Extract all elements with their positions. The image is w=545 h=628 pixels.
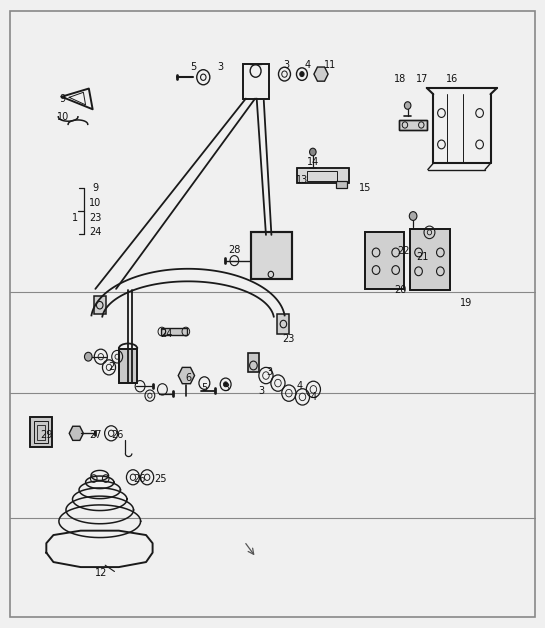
Text: 18: 18 — [395, 73, 407, 84]
Circle shape — [409, 212, 417, 220]
Bar — [30, 417, 52, 447]
Text: 24: 24 — [160, 329, 172, 339]
Bar — [399, 120, 427, 130]
Bar — [410, 229, 450, 290]
Bar — [277, 314, 289, 334]
Bar — [399, 120, 427, 130]
Text: 1: 1 — [72, 213, 78, 223]
Bar — [161, 328, 187, 335]
Text: 16: 16 — [446, 73, 458, 84]
Bar — [365, 232, 404, 289]
Text: 23: 23 — [89, 213, 101, 223]
Text: 27: 27 — [89, 430, 101, 440]
Text: 4: 4 — [296, 381, 303, 391]
Text: 3: 3 — [267, 367, 273, 377]
Text: 14: 14 — [307, 157, 319, 167]
Text: 26: 26 — [133, 474, 145, 484]
Text: 9: 9 — [92, 183, 99, 193]
Text: 17: 17 — [416, 73, 428, 84]
Bar — [251, 232, 292, 279]
Circle shape — [84, 352, 92, 361]
Text: 4: 4 — [305, 60, 311, 70]
Bar — [307, 171, 337, 181]
Text: 25: 25 — [155, 474, 167, 484]
Bar — [251, 232, 292, 279]
Text: 6: 6 — [185, 373, 191, 383]
Text: 28: 28 — [228, 245, 240, 255]
Text: 21: 21 — [416, 252, 428, 263]
Bar — [37, 425, 45, 440]
Text: 3: 3 — [258, 386, 265, 396]
Text: 9: 9 — [59, 94, 66, 104]
Circle shape — [223, 382, 228, 387]
Text: 12: 12 — [95, 568, 107, 578]
Bar — [119, 349, 137, 383]
Text: 11: 11 — [324, 60, 336, 70]
Bar — [410, 229, 450, 290]
Text: 19: 19 — [460, 298, 472, 308]
Bar — [365, 232, 404, 289]
Text: 24: 24 — [89, 227, 101, 237]
Circle shape — [404, 102, 411, 109]
Bar — [30, 417, 52, 447]
Bar — [297, 168, 349, 183]
Text: 2: 2 — [108, 362, 115, 372]
Text: 20: 20 — [395, 285, 407, 295]
Text: 15: 15 — [359, 183, 371, 193]
Text: 29: 29 — [40, 430, 52, 440]
Bar — [34, 421, 48, 443]
Circle shape — [300, 72, 304, 77]
Circle shape — [310, 148, 316, 156]
Text: 10: 10 — [57, 112, 69, 122]
Text: 5: 5 — [201, 383, 208, 393]
Text: 3: 3 — [217, 62, 224, 72]
Bar — [297, 168, 349, 183]
Text: 4: 4 — [310, 392, 317, 402]
Bar — [336, 181, 347, 188]
Text: 10: 10 — [89, 198, 101, 208]
Bar — [243, 64, 269, 99]
Bar — [248, 353, 259, 372]
Bar — [94, 296, 106, 314]
Text: 26: 26 — [111, 430, 123, 440]
Bar — [119, 349, 137, 383]
Text: 3: 3 — [223, 383, 229, 393]
Text: 13: 13 — [296, 175, 308, 185]
Text: 3: 3 — [283, 60, 289, 70]
Text: 23: 23 — [283, 334, 295, 344]
Text: 22: 22 — [397, 246, 409, 256]
Text: 5: 5 — [190, 62, 197, 72]
